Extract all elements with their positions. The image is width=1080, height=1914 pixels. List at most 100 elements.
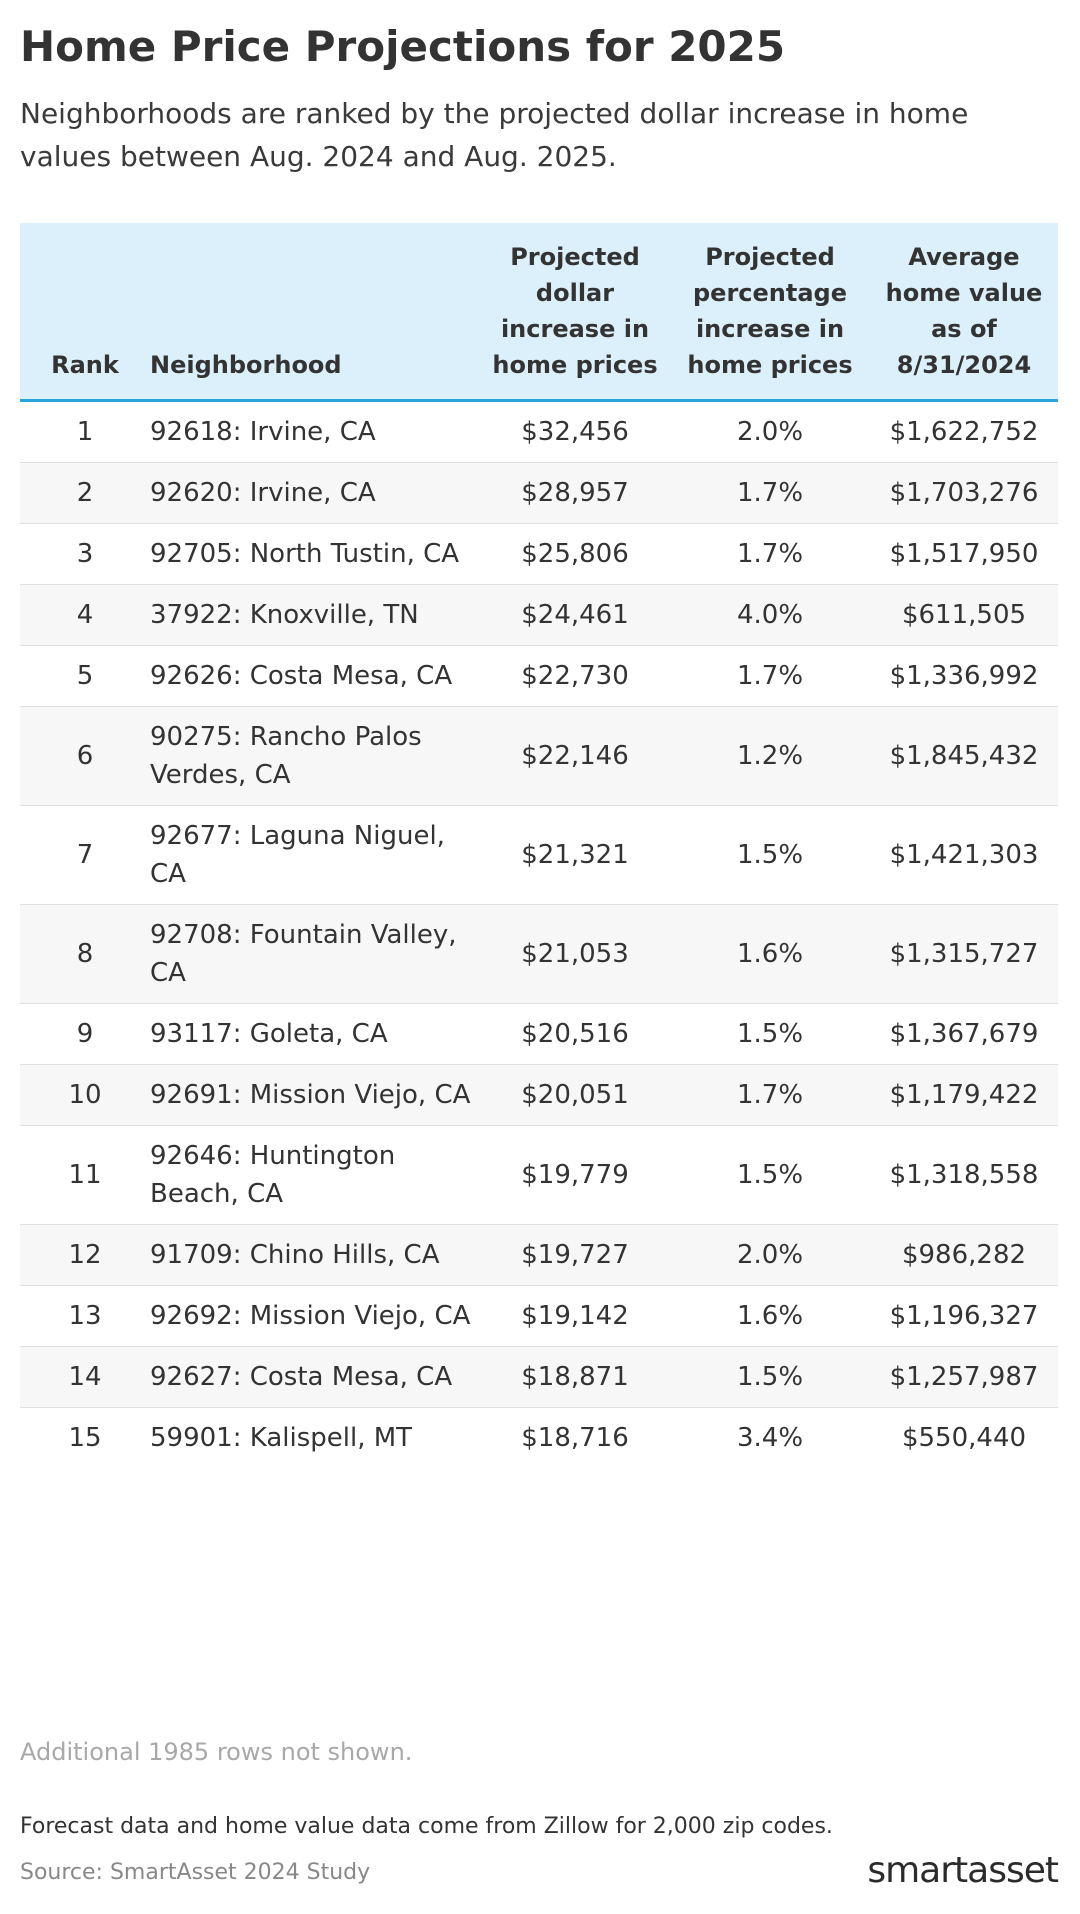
subtitle: Neighborhoods are ranked by the projecte…	[20, 97, 969, 173]
table-row: 8 92708: Fountain Valley, CA $21,053 1.6% $1…	[20, 904, 1058, 1004]
table-cell: $1,622,752	[870, 400, 1058, 463]
table-cell: 4	[20, 584, 150, 646]
table-cell: $19,727	[480, 1224, 670, 1286]
logo: smartasset	[867, 1850, 1059, 1891]
source: Source: SmartAsset 2024 Study	[20, 1860, 371, 1885]
table-cell: 2	[20, 462, 150, 524]
table-cell: 14	[20, 1346, 150, 1408]
table-cell: 1.7%	[670, 462, 870, 524]
table-row: 6 90275: Rancho Palos Verdes, CA $22,146 1.…	[20, 706, 1058, 806]
table-cell: $21,053	[480, 904, 670, 1004]
table-cell: 1.2%	[670, 706, 870, 806]
table-cell: $1,367,679	[870, 1003, 1058, 1065]
table-cell: $1,315,727	[870, 904, 1058, 1004]
note: Additional 1985 rows not shown.	[20, 1738, 413, 1766]
table-cell: 92692: Mission Viejo, CA	[150, 1285, 480, 1347]
table-cell: 92708: Fountain Valley, CA	[150, 904, 480, 1004]
table-cell: $611,505	[870, 584, 1058, 646]
table-row: 2 92620: Irvine, CA $28,957 1.7% $1,703,276	[20, 462, 1058, 524]
table-cell: 92677: Laguna Niguel, CA	[150, 805, 480, 905]
table-cell: 37922: Knoxville, TN	[150, 584, 480, 646]
table-cell: $32,456	[480, 400, 670, 463]
table-cell: 3.4%	[736, 1423, 804, 1453]
table-cell: 1.5%	[670, 1346, 870, 1408]
table-cell: 1.5%	[670, 1125, 870, 1225]
table-cell: $20,516	[480, 1003, 670, 1065]
table-cell: $25,806	[480, 523, 670, 585]
table-cell: 1.5%	[670, 805, 870, 905]
table-cell: 92627: Costa Mesa, CA	[150, 1346, 480, 1408]
table-cell: 2.0%	[670, 1224, 870, 1286]
table-cell: $1,421,303	[870, 805, 1058, 905]
table-row: 13 92692: Mission Viejo, CA $19,142 1.6% $1,…	[20, 1285, 1058, 1347]
table-cell: 10	[20, 1064, 150, 1126]
table-cell: $1,336,992	[870, 645, 1058, 707]
table-cell: $28,957	[480, 462, 670, 524]
table-cell: 1.6%	[670, 1285, 870, 1347]
title: Home Price Projections for 2025	[20, 22, 786, 71]
column-header: Projected percentage increase in home pr…	[670, 223, 870, 402]
table-cell: $1,318,558	[870, 1125, 1058, 1225]
table-cell: 92618: Irvine, CA	[150, 400, 480, 463]
table-cell: 1.7%	[670, 523, 870, 585]
table-cell: $19,779	[480, 1125, 670, 1225]
table-cell: 13	[20, 1285, 150, 1347]
table-cell: $1,196,327	[870, 1285, 1058, 1347]
table-cell: 15	[68, 1423, 102, 1453]
table-cell: 2.0%	[670, 400, 870, 463]
table-cell: 92646: Huntington Beach, CA	[150, 1125, 480, 1225]
table-cell: $1,517,950	[870, 523, 1058, 585]
table-cell: 92705: North Tustin, CA	[150, 523, 480, 585]
table-cell: $21,321	[480, 805, 670, 905]
table-cell: $20,051	[480, 1064, 670, 1126]
table-row: 10 92691: Mission Viejo, CA $20,051 1.7% $1,…	[20, 1064, 1058, 1126]
table-row: 3 92705: North Tustin, CA $25,806 1.7% $1,51…	[20, 523, 1058, 585]
column-header: Neighborhood	[150, 223, 480, 402]
table-cell: 1	[20, 400, 150, 463]
table-header: Rank Neighborhood Projected dollar increas…	[20, 223, 1058, 402]
column-header: Projected dollar increase in home prices	[480, 223, 670, 402]
footnote: Forecast data and home value data come f…	[20, 1814, 833, 1839]
table-cell: $986,282	[870, 1224, 1058, 1286]
table-cell: 9	[20, 1003, 150, 1065]
table-cell: $550,440	[901, 1423, 1027, 1453]
table-body: 1 92618: Irvine, CA $32,456 2.0% $1,622,752 2…	[20, 400, 1058, 1469]
table-cell: 7	[20, 805, 150, 905]
column-header: Rank	[20, 223, 150, 402]
table-cell: 1.6%	[670, 904, 870, 1004]
table-cell: $22,146	[480, 706, 670, 806]
table-row: 9 93117: Goleta, CA $20,516 1.5% $1,367,679	[20, 1003, 1058, 1065]
header-row: Rank Neighborhood Projected dollar increas…	[20, 223, 1058, 402]
table-cell: 4.0%	[670, 584, 870, 646]
table: Rank Neighborhood Projected dollar increas…	[20, 223, 1058, 1468]
table-cell: 5	[20, 645, 150, 707]
table-cell: 6	[20, 706, 150, 806]
table-cell: 11	[20, 1125, 150, 1225]
table-cell: $24,461	[480, 584, 670, 646]
table-row: 11 92646: Huntington Beach, CA $19,779 1.5%…	[20, 1125, 1058, 1225]
table-cell: 92626: Costa Mesa, CA	[150, 645, 480, 707]
table-cell: 92620: Irvine, CA	[150, 462, 480, 524]
table-cell: 59901: Kalispell, MT	[150, 1423, 413, 1453]
table-row: 14 92627: Costa Mesa, CA $18,871 1.5% $1,257…	[20, 1346, 1058, 1408]
table-row: 12 91709: Chino Hills, CA $19,727 2.0% $986,…	[20, 1224, 1058, 1286]
table-cell: 1.7%	[670, 1064, 870, 1126]
table-cell: $18,716	[521, 1423, 629, 1453]
table-cell: 12	[20, 1224, 150, 1286]
column-header: Average home value as of 8/31/2024	[870, 223, 1058, 402]
table-cell: $1,703,276	[870, 462, 1058, 524]
table-cell: 1.5%	[670, 1003, 870, 1065]
table-cell: 3	[20, 523, 150, 585]
table-cell: 92691: Mission Viejo, CA	[150, 1064, 480, 1126]
table-cell: 91709: Chino Hills, CA	[150, 1224, 480, 1286]
table-row: 15 59901: Kalispell, MT $18,716 3.4% $550,44…	[20, 1408, 1058, 1469]
table-row: 1 92618: Irvine, CA $32,456 2.0% $1,622,752	[20, 400, 1058, 463]
table-cell: $18,871	[480, 1346, 670, 1408]
table-row: 7 92677: Laguna Niguel, CA $21,321 1.5% $1,4…	[20, 805, 1058, 905]
table-cell: $1,845,432	[870, 706, 1058, 806]
table-cell: 8	[20, 904, 150, 1004]
table-cell: 90275: Rancho Palos Verdes, CA	[150, 706, 480, 806]
table-cell: $19,142	[480, 1285, 670, 1347]
table-cell: $22,730	[480, 645, 670, 707]
